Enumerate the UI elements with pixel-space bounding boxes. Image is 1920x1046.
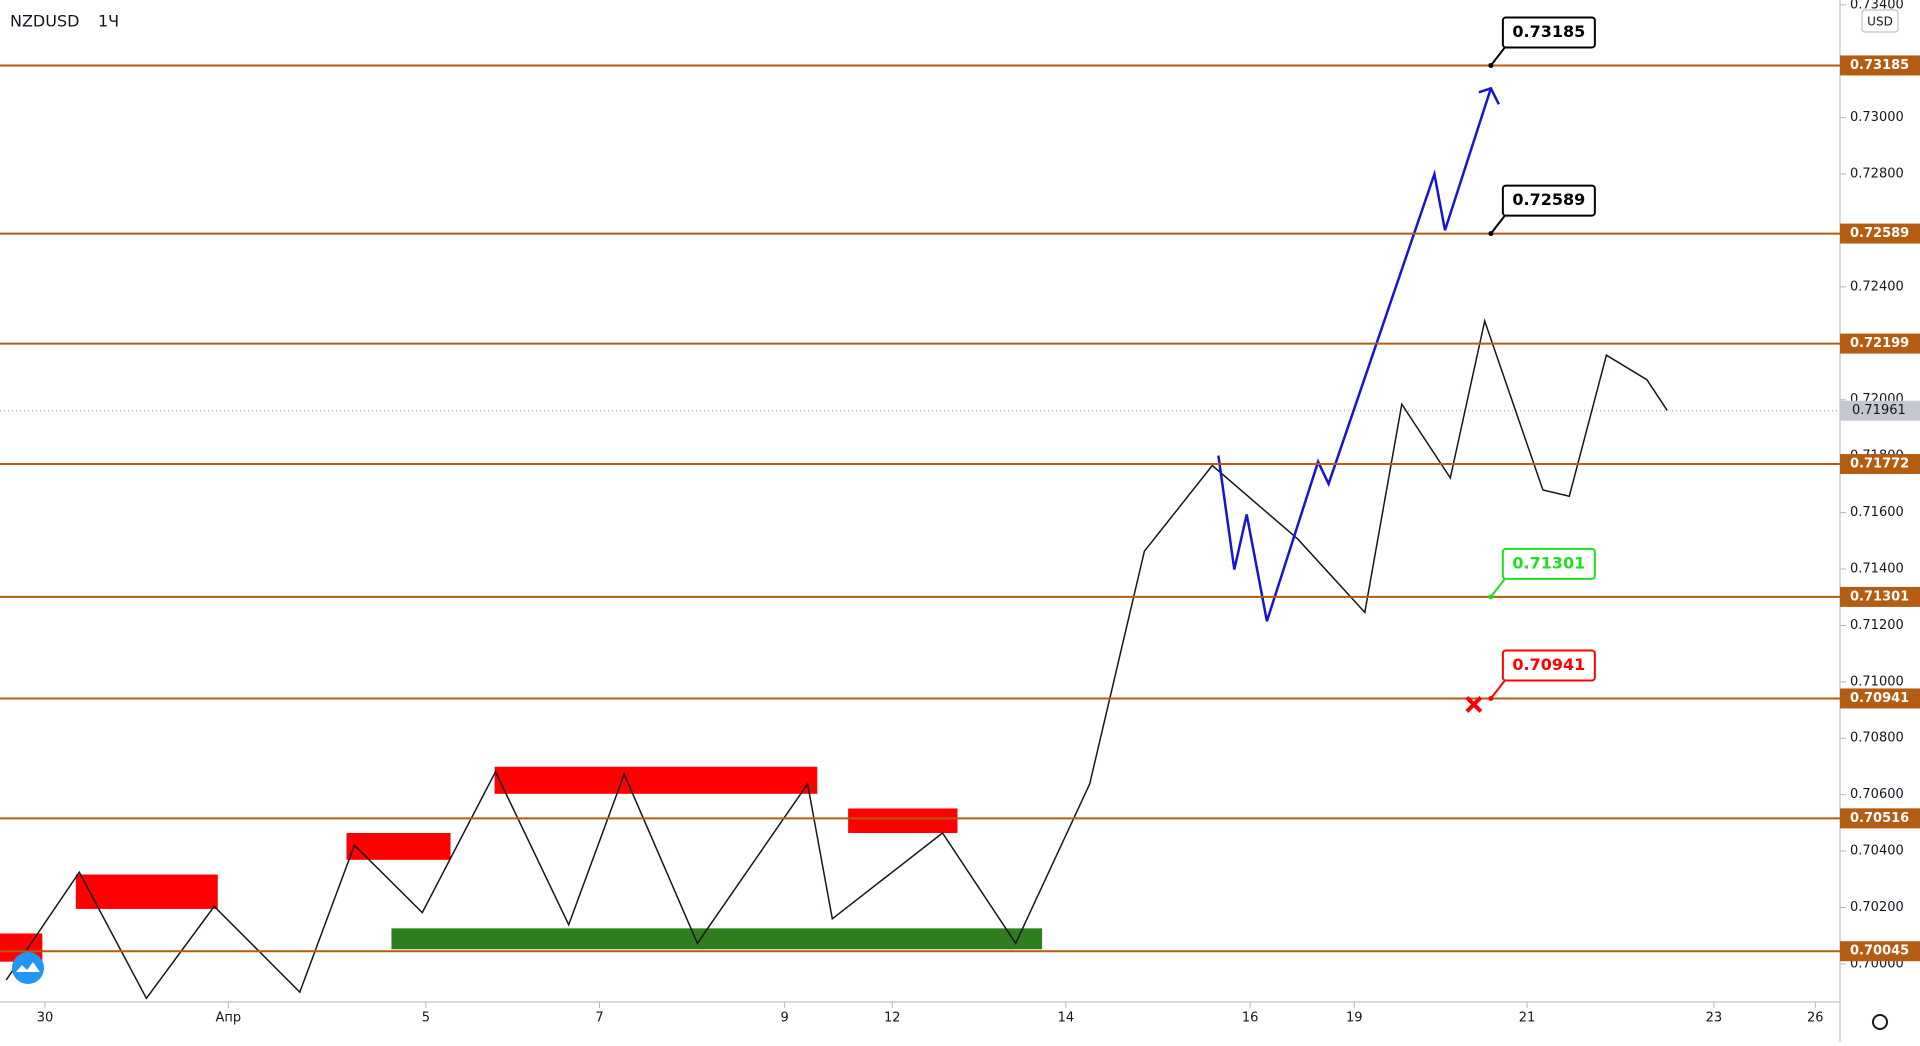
x-tick-label: 7 xyxy=(595,1011,603,1026)
level-label-bg xyxy=(1840,808,1920,829)
zone xyxy=(848,808,958,834)
x-tick-label: 19 xyxy=(1346,1011,1363,1026)
callout-label: 0.71301 xyxy=(1512,553,1585,572)
logo[interactable] xyxy=(12,952,44,984)
y-tick-label: 0.72800 xyxy=(1850,167,1904,182)
callout-box xyxy=(1501,649,1596,682)
callout-anchor xyxy=(1488,62,1494,68)
y-tick-label: 0.71600 xyxy=(1850,505,1904,520)
callout-anchor xyxy=(1488,695,1494,701)
level-label-bg xyxy=(1840,941,1920,962)
level-label-bg xyxy=(1840,454,1920,475)
callout-label: 0.70941 xyxy=(1512,655,1585,674)
stop-marker xyxy=(1465,696,1483,713)
callout-pointer xyxy=(1490,46,1506,67)
interval: 1Ч xyxy=(98,12,119,31)
callout-label: 0.72589 xyxy=(1512,190,1585,209)
x-tick-label: 30 xyxy=(37,1011,54,1026)
zone xyxy=(75,874,218,909)
y-tick-label: 0.73400 xyxy=(1850,0,1904,12)
level-label: 0.72199 xyxy=(1850,336,1909,351)
current-price-label: 0.71961 xyxy=(1852,403,1906,418)
currency[interactable]: USD xyxy=(1867,15,1893,29)
y-tick-label: 0.70200 xyxy=(1850,900,1904,915)
x-tick-label: Апр xyxy=(216,1011,242,1026)
level-label-bg xyxy=(1840,55,1920,76)
x-tick-label: 21 xyxy=(1519,1011,1536,1026)
level-label: 0.73185 xyxy=(1850,58,1909,73)
symbol: NZDUSD xyxy=(10,12,79,31)
arrow-head xyxy=(1478,86,1500,105)
series-line xyxy=(5,318,1668,1000)
y-tick-label: 0.72400 xyxy=(1850,279,1904,294)
y-tick-label: 0.71400 xyxy=(1850,561,1904,576)
x-tick-label: 16 xyxy=(1242,1011,1259,1026)
series-line xyxy=(1217,87,1493,622)
x-tick-label: 12 xyxy=(884,1011,901,1026)
callout-pointer xyxy=(1490,214,1506,235)
callout-box xyxy=(1501,547,1596,580)
level-label-bg xyxy=(1840,223,1920,244)
logo-icon xyxy=(16,962,40,972)
x-tick-label: 9 xyxy=(781,1011,789,1026)
level-label-bg xyxy=(1840,688,1920,709)
x-tick-label: 26 xyxy=(1807,1011,1824,1026)
level-label: 0.70941 xyxy=(1850,691,1909,706)
y-tick-label: 0.70600 xyxy=(1850,787,1904,802)
callout-box xyxy=(1501,16,1596,49)
y-tick-label: 0.71200 xyxy=(1850,618,1904,633)
plot-area xyxy=(0,64,1840,1000)
currency-box[interactable] xyxy=(1861,9,1899,33)
level-label-bg xyxy=(1840,586,1920,607)
level-label: 0.70516 xyxy=(1850,811,1909,826)
zone xyxy=(391,928,1043,950)
callout-box xyxy=(1501,184,1596,217)
callout-label: 0.73185 xyxy=(1512,22,1585,41)
zone xyxy=(346,833,451,860)
x-tick-label: 5 xyxy=(422,1011,430,1026)
level-label: 0.71772 xyxy=(1850,457,1909,472)
y-tick-label: 0.70800 xyxy=(1850,731,1904,746)
settings-icon[interactable] xyxy=(1872,1014,1888,1030)
level-label: 0.72589 xyxy=(1850,226,1909,241)
level-label-bg xyxy=(1840,333,1920,354)
current-price-bg xyxy=(1840,400,1920,421)
y-tick-label: 0.73000 xyxy=(1850,110,1904,125)
level-label: 0.71301 xyxy=(1850,589,1909,604)
callout-anchor xyxy=(1488,594,1494,600)
x-tick-label: 23 xyxy=(1706,1011,1723,1026)
y-tick-label: 0.71000 xyxy=(1850,674,1904,689)
level-label: 0.70045 xyxy=(1850,944,1909,959)
callout-pointer xyxy=(1490,679,1506,700)
callout-pointer xyxy=(1490,578,1506,598)
zone xyxy=(494,766,818,794)
y-tick-label: 0.70400 xyxy=(1850,844,1904,859)
callout-anchor xyxy=(1488,231,1494,237)
x-tick-label: 14 xyxy=(1058,1011,1075,1026)
